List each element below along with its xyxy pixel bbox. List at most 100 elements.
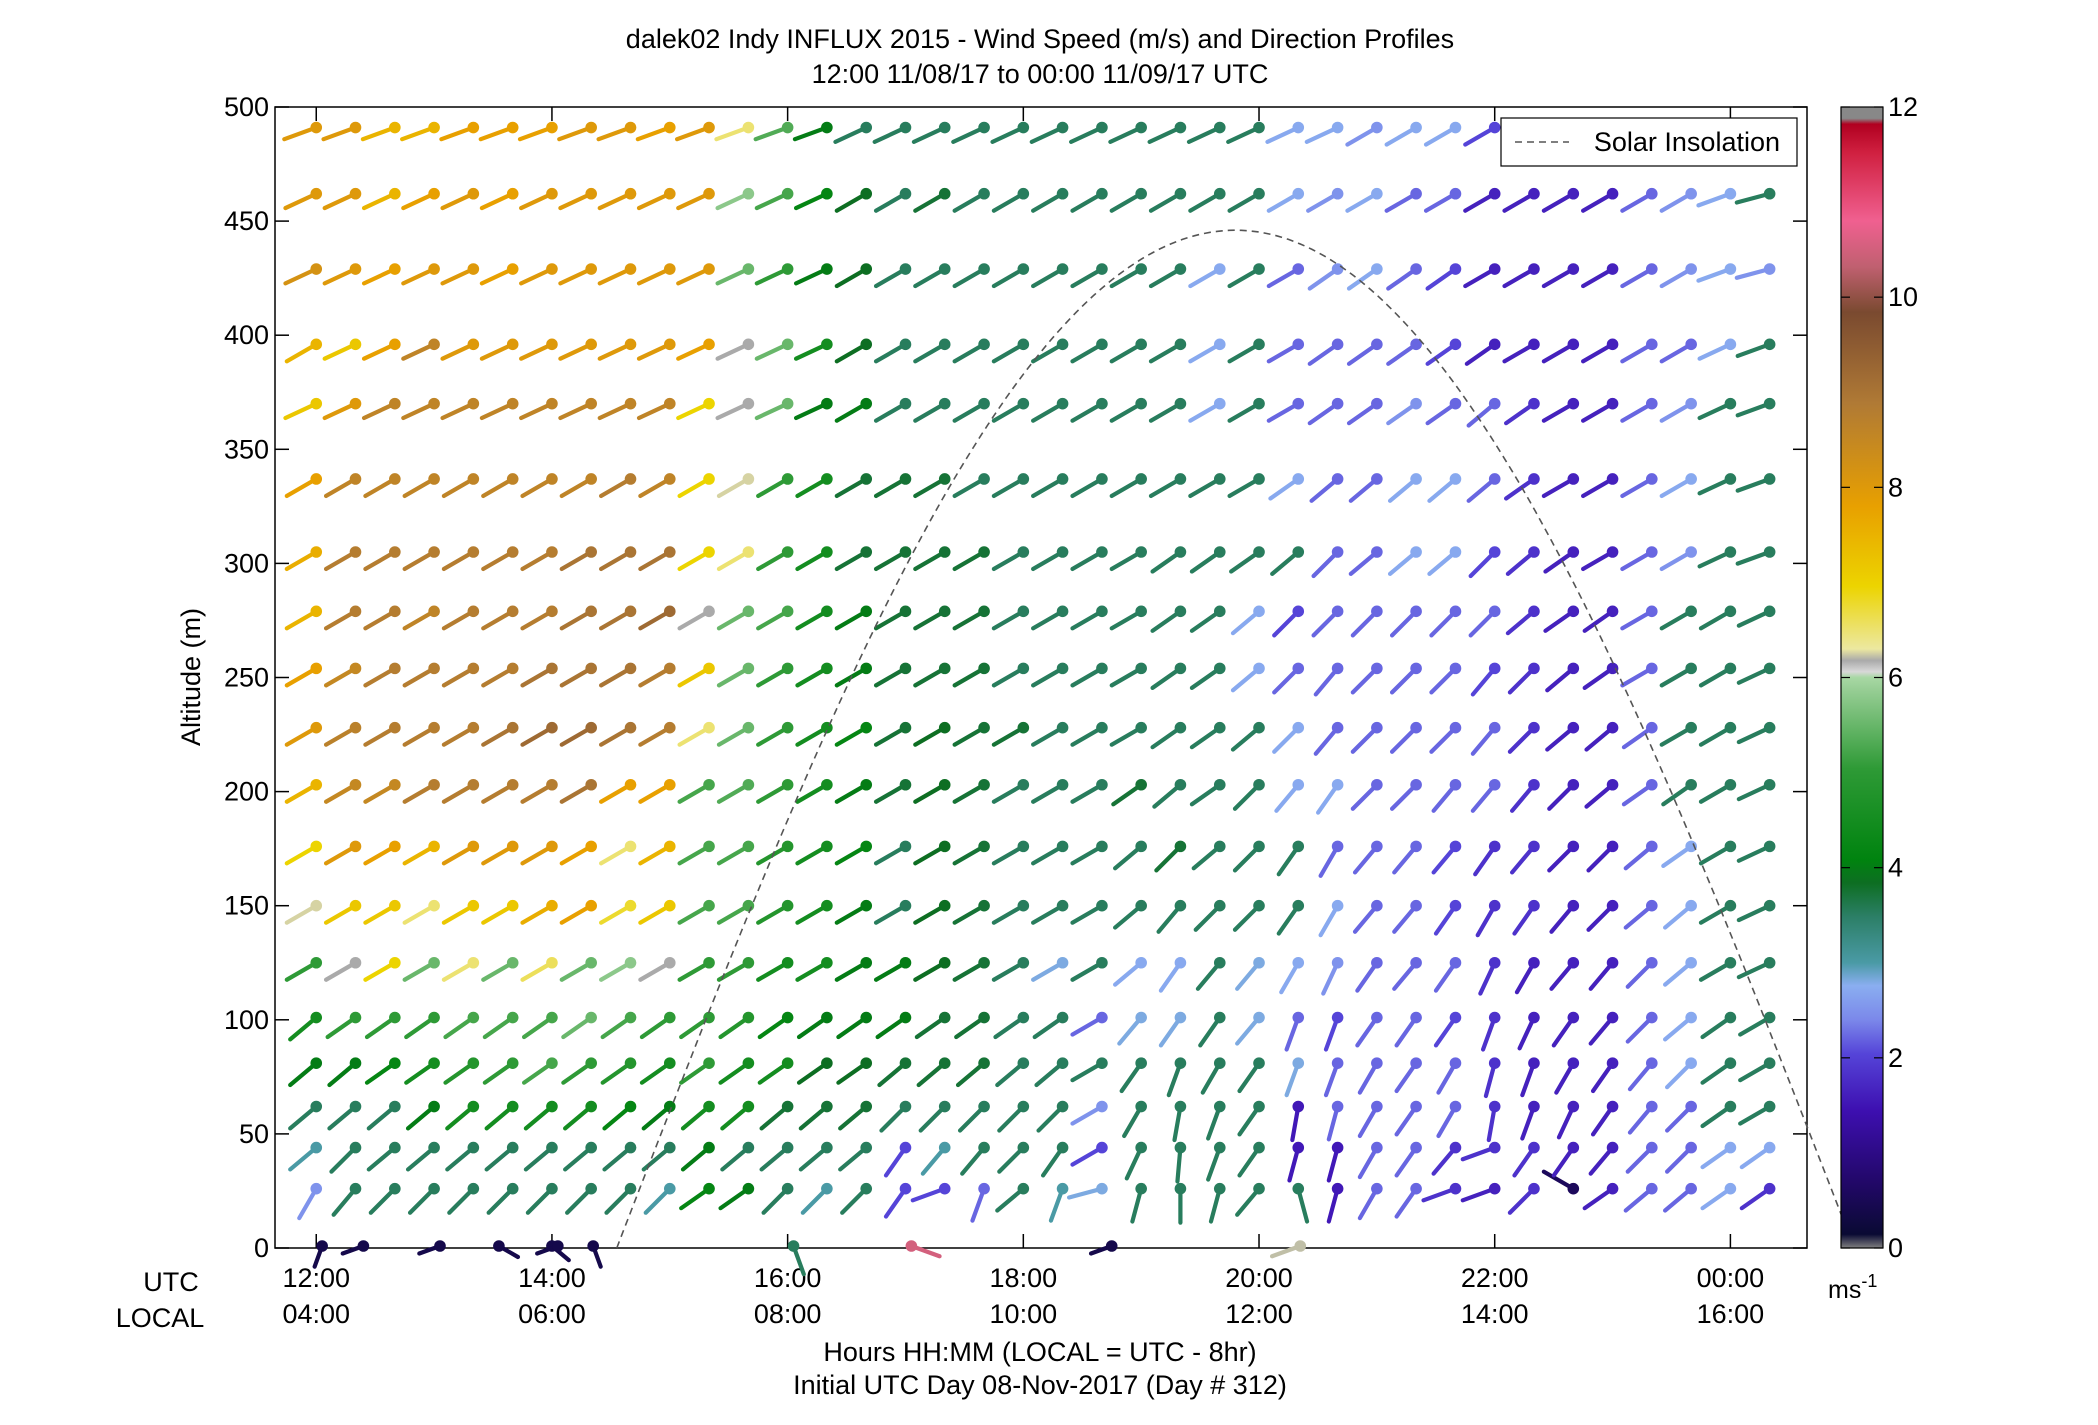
wind-barb-dot [938,778,951,791]
wind-barb [486,1182,519,1215]
wind-barb-dot [703,956,715,969]
wind-barb-dot [1096,956,1108,969]
wind-barb-dot [467,956,480,969]
surface-barb [312,1240,328,1269]
wind-barb [561,1011,597,1040]
wind-barb-dot [821,899,833,912]
wind-barb-dot [1763,263,1776,275]
wind-barb [1551,1011,1580,1048]
wind-barb-dot [1528,263,1540,275]
wind-barb [1581,263,1619,289]
wind-barb-dot [663,473,676,485]
wind-barb [441,899,480,925]
wind-barb-dot [938,1182,951,1195]
wind-barb [1227,397,1265,423]
wind-barb [361,187,401,211]
wind-barb [1230,721,1265,752]
surface-barb-dot [552,1240,564,1252]
wind-barb-dot [1685,1011,1697,1024]
wind-barb-dot [389,1011,401,1024]
wind-barb-dot [428,605,440,618]
wind-barb [1436,1057,1462,1095]
wind-barb-dot [1724,263,1737,275]
wind-barb [1517,1011,1540,1051]
wind-barb [951,121,990,145]
wind-barb [1122,1100,1147,1139]
wind-barb-dot [1645,473,1658,485]
wind-barb [1284,1057,1305,1098]
wind-barb-dot [624,721,637,734]
surface-barb-dot [905,1240,918,1252]
wind-barb [641,1100,676,1131]
wind-barb-dot [1056,546,1069,558]
wind-barb [720,1141,755,1172]
x-tick-label-local: 16:00 [1697,1299,1765,1329]
surface-barb-dot [587,1240,599,1252]
wind-barb-dot [585,721,597,734]
wind-barb-dot [1528,721,1540,734]
wind-barb-dot [1685,546,1697,558]
wind-barb-dot [1410,338,1422,351]
wind-barb-dot [1606,263,1619,275]
wind-barb [1232,778,1265,811]
wind-barb-dot [1017,121,1030,134]
wind-barb [559,546,597,572]
wind-barb [402,899,440,925]
wind-barb-dot [1567,840,1580,853]
wind-barb [792,121,833,142]
wind-barb [361,397,401,421]
wind-barb-dot [899,1141,912,1154]
wind-barb-dot [1449,338,1462,351]
wind-barb [957,1100,990,1133]
wind-barb [1326,1100,1344,1142]
wind-barb [1627,1057,1658,1092]
wind-barb-dot [1645,662,1658,675]
wind-barb-dot [938,605,951,618]
wind-barb-dot [742,397,755,410]
wind-barb-dot [506,1057,519,1069]
wind-barb-dot [546,956,558,969]
wind-barb [1661,840,1697,868]
wind-barb [636,187,676,211]
wind-barb [952,338,990,364]
wind-barb [643,1182,676,1215]
wind-barb [1292,1182,1310,1224]
wind-barb-dot [663,121,676,134]
wind-barb [677,473,715,499]
wind-barb-dot [546,605,558,618]
wind-barb-dot [1096,662,1108,675]
wind-barb [1276,840,1305,877]
wind-barb [519,338,558,361]
wind-barb-dot [742,840,755,853]
surface-barb-dot [434,1240,446,1252]
wind-barb [877,1057,912,1088]
wind-barb-dot [1135,1182,1147,1195]
wind-barb [284,956,323,982]
wind-barb [1070,263,1108,289]
wind-barb [1070,721,1108,747]
wind-barb [597,263,637,286]
wind-barb-dot [663,956,676,969]
wind-barb [322,397,362,421]
wind-barb-dot [1410,1100,1422,1113]
wind-barb-dot [1292,605,1305,618]
wind-barb-dot [310,397,323,410]
wind-barb-dot [1292,662,1305,675]
wind-barb-dot [1135,121,1147,134]
wind-barb [559,840,597,866]
wind-barb-dot [978,263,990,275]
wind-barb [1545,662,1580,693]
wind-barb-dot [1096,263,1108,275]
x-tick-label-local: 04:00 [282,1299,350,1329]
wind-barb-dot [1017,662,1030,675]
wind-barb [1113,899,1147,930]
wind-barb-dot [1135,1141,1147,1154]
wind-barb [561,1057,597,1085]
wind-barb-dot [1213,778,1226,791]
wind-barb [1663,956,1697,987]
wind-barb [1468,546,1501,579]
wind-barb [288,1057,323,1088]
wind-barb-dot [1449,473,1462,485]
wind-barb-dot [1096,1100,1108,1113]
wind-barb-dot [663,1182,676,1195]
